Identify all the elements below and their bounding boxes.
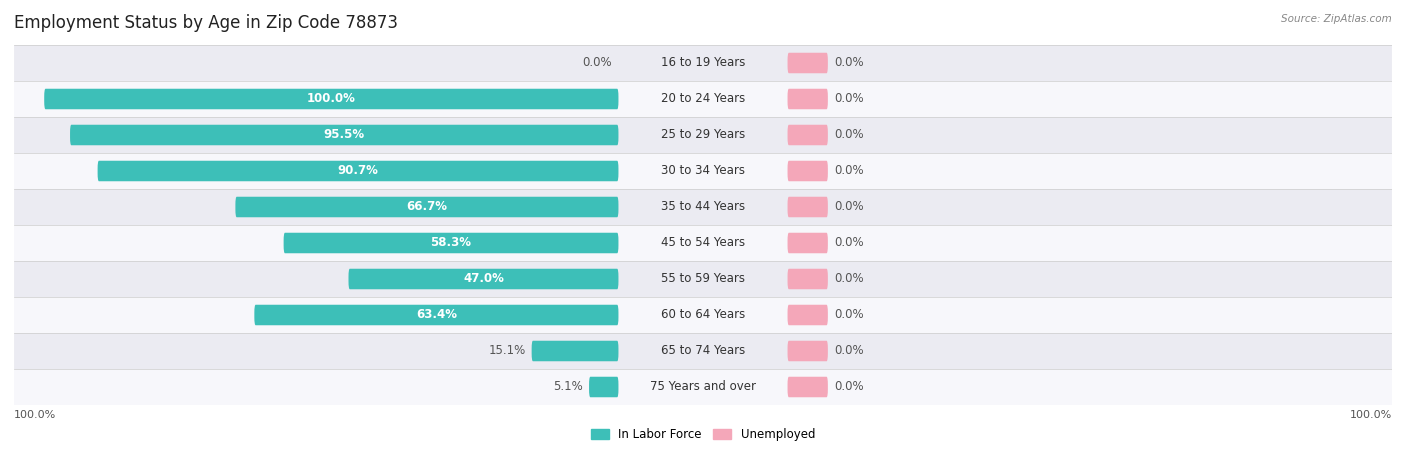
- FancyBboxPatch shape: [349, 269, 619, 289]
- FancyBboxPatch shape: [787, 89, 828, 109]
- Text: 65 to 74 Years: 65 to 74 Years: [661, 345, 745, 357]
- FancyBboxPatch shape: [787, 161, 828, 181]
- Text: 30 to 34 Years: 30 to 34 Years: [661, 165, 745, 177]
- Text: 0.0%: 0.0%: [834, 273, 863, 285]
- FancyBboxPatch shape: [14, 369, 1392, 405]
- FancyBboxPatch shape: [14, 333, 1392, 369]
- FancyBboxPatch shape: [44, 89, 619, 109]
- FancyBboxPatch shape: [14, 153, 1392, 189]
- Text: 0.0%: 0.0%: [834, 93, 863, 105]
- Text: 15.1%: 15.1%: [488, 345, 526, 357]
- Text: 35 to 44 Years: 35 to 44 Years: [661, 201, 745, 213]
- Text: 0.0%: 0.0%: [834, 129, 863, 141]
- Text: 63.4%: 63.4%: [416, 309, 457, 321]
- FancyBboxPatch shape: [14, 261, 1392, 297]
- Text: 5.1%: 5.1%: [554, 381, 583, 393]
- FancyBboxPatch shape: [787, 377, 828, 397]
- FancyBboxPatch shape: [531, 341, 619, 361]
- Text: 55 to 59 Years: 55 to 59 Years: [661, 273, 745, 285]
- Text: 90.7%: 90.7%: [337, 165, 378, 177]
- FancyBboxPatch shape: [14, 225, 1392, 261]
- Text: 20 to 24 Years: 20 to 24 Years: [661, 93, 745, 105]
- Text: 45 to 54 Years: 45 to 54 Years: [661, 237, 745, 249]
- Text: 0.0%: 0.0%: [582, 57, 613, 69]
- Legend: In Labor Force, Unemployed: In Labor Force, Unemployed: [586, 423, 820, 446]
- FancyBboxPatch shape: [235, 197, 619, 217]
- FancyBboxPatch shape: [787, 269, 828, 289]
- FancyBboxPatch shape: [284, 233, 619, 253]
- Text: 66.7%: 66.7%: [406, 201, 447, 213]
- FancyBboxPatch shape: [70, 125, 619, 145]
- FancyBboxPatch shape: [787, 341, 828, 361]
- FancyBboxPatch shape: [14, 81, 1392, 117]
- Text: 47.0%: 47.0%: [463, 273, 503, 285]
- FancyBboxPatch shape: [14, 117, 1392, 153]
- Text: 75 Years and over: 75 Years and over: [650, 381, 756, 393]
- FancyBboxPatch shape: [787, 305, 828, 325]
- FancyBboxPatch shape: [14, 297, 1392, 333]
- Text: 0.0%: 0.0%: [834, 165, 863, 177]
- Text: 100.0%: 100.0%: [1350, 410, 1392, 420]
- FancyBboxPatch shape: [589, 377, 619, 397]
- FancyBboxPatch shape: [787, 125, 828, 145]
- Text: 0.0%: 0.0%: [834, 381, 863, 393]
- Text: 60 to 64 Years: 60 to 64 Years: [661, 309, 745, 321]
- FancyBboxPatch shape: [14, 45, 1392, 81]
- FancyBboxPatch shape: [787, 197, 828, 217]
- FancyBboxPatch shape: [14, 189, 1392, 225]
- Text: 58.3%: 58.3%: [430, 237, 471, 249]
- FancyBboxPatch shape: [787, 233, 828, 253]
- Text: 0.0%: 0.0%: [834, 309, 863, 321]
- Text: Employment Status by Age in Zip Code 78873: Employment Status by Age in Zip Code 788…: [14, 14, 398, 32]
- FancyBboxPatch shape: [97, 161, 619, 181]
- FancyBboxPatch shape: [787, 53, 828, 73]
- Text: Source: ZipAtlas.com: Source: ZipAtlas.com: [1281, 14, 1392, 23]
- Text: 16 to 19 Years: 16 to 19 Years: [661, 57, 745, 69]
- Text: 0.0%: 0.0%: [834, 345, 863, 357]
- Text: 0.0%: 0.0%: [834, 201, 863, 213]
- Text: 100.0%: 100.0%: [14, 410, 56, 420]
- Text: 100.0%: 100.0%: [307, 93, 356, 105]
- Text: 95.5%: 95.5%: [323, 129, 364, 141]
- FancyBboxPatch shape: [254, 305, 619, 325]
- Text: 25 to 29 Years: 25 to 29 Years: [661, 129, 745, 141]
- Text: 0.0%: 0.0%: [834, 57, 863, 69]
- Text: 0.0%: 0.0%: [834, 237, 863, 249]
